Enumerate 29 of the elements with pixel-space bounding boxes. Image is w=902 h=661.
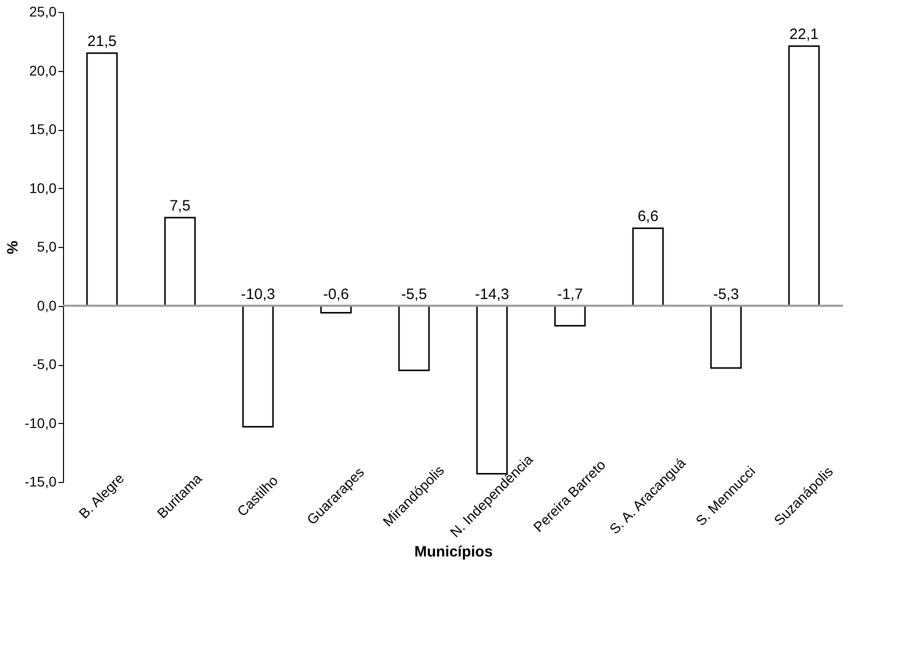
y-tick-label: -15,0 <box>24 474 57 490</box>
bar <box>164 216 196 306</box>
x-axis-title: Municípios <box>414 543 493 560</box>
y-axis-title: % <box>4 240 22 254</box>
data-label: -5,3 <box>713 286 739 303</box>
bar <box>398 305 430 372</box>
data-label: 7,5 <box>170 198 190 215</box>
bar <box>554 305 586 326</box>
data-label: -5,5 <box>401 286 427 303</box>
data-label: -0,6 <box>323 286 349 303</box>
y-tick-label: 10,0 <box>29 180 57 196</box>
bar <box>788 45 820 306</box>
y-tick-label: 5,0 <box>37 238 57 254</box>
data-label: 22,1 <box>789 26 819 44</box>
y-tick-label: 0,0 <box>37 297 57 314</box>
y-tick-label: 20,0 <box>29 62 57 78</box>
bar <box>242 305 274 428</box>
y-tick-label: -5,0 <box>32 356 57 372</box>
y-tick-label: -10,0 <box>24 414 57 431</box>
y-tick-label: 15,0 <box>29 121 57 137</box>
data-label: -10,3 <box>240 286 276 303</box>
bar <box>86 52 118 306</box>
data-label: -1,7 <box>557 286 583 303</box>
bar <box>710 305 742 369</box>
data-label: 21,5 <box>87 33 117 50</box>
data-label: -14,3 <box>474 286 510 303</box>
bar <box>632 227 664 306</box>
y-tick-label: 25,0 <box>29 4 57 20</box>
data-label: 6,6 <box>638 208 658 226</box>
